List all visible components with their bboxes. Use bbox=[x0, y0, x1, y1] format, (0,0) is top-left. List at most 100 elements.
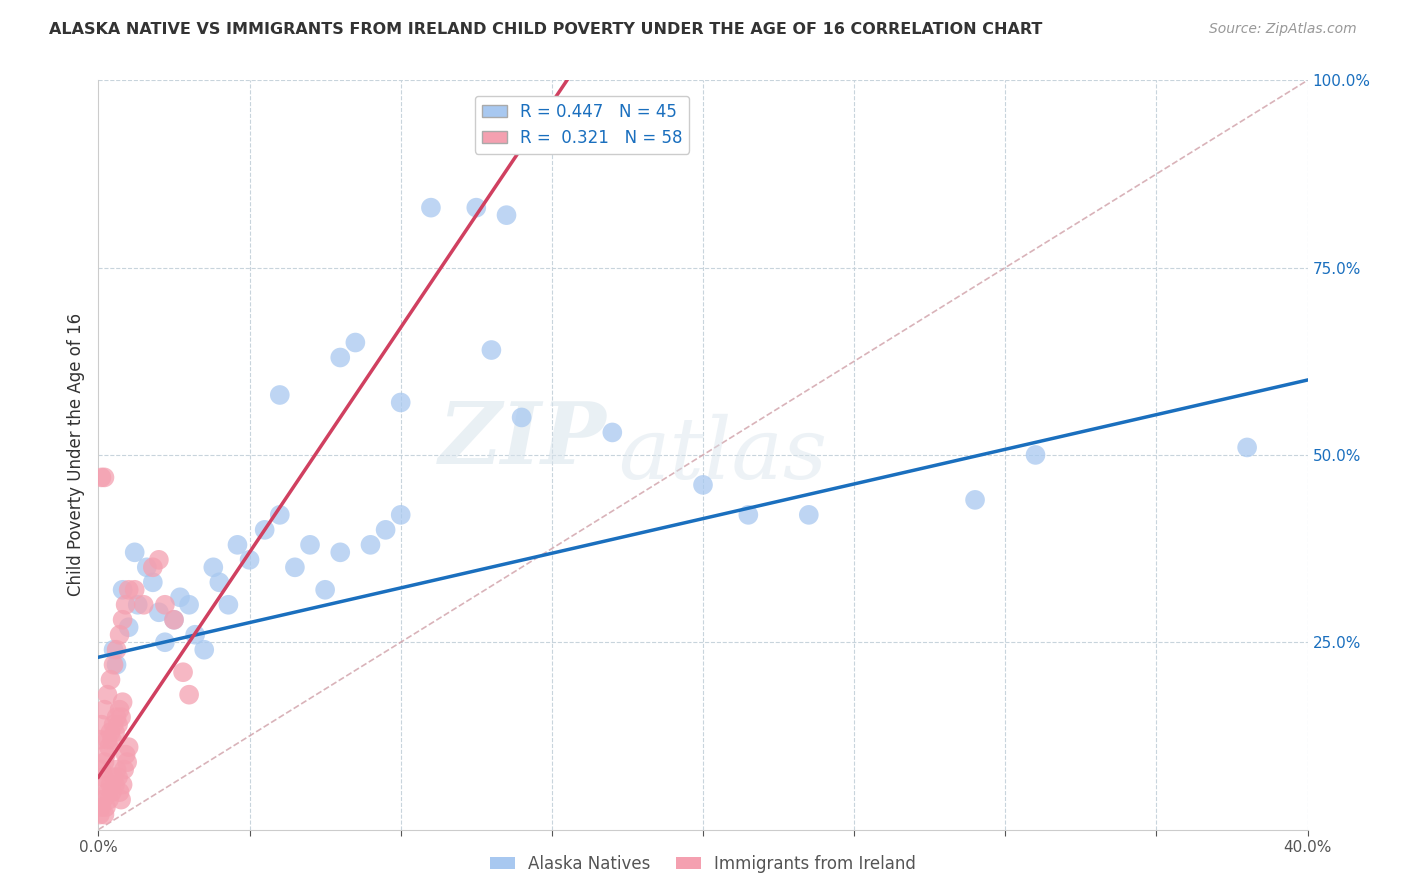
Point bbox=[692, 478, 714, 492]
Point bbox=[91, 792, 114, 806]
Y-axis label: Child Poverty Under the Age of 16: Child Poverty Under the Age of 16 bbox=[66, 313, 84, 597]
Point bbox=[142, 575, 165, 590]
Point bbox=[100, 673, 122, 687]
Point bbox=[100, 778, 122, 792]
Point bbox=[344, 335, 367, 350]
Point bbox=[90, 800, 112, 814]
Point bbox=[510, 410, 533, 425]
Point bbox=[103, 717, 125, 731]
Point bbox=[148, 553, 170, 567]
Point bbox=[110, 792, 132, 806]
Point bbox=[96, 785, 118, 799]
Point bbox=[737, 508, 759, 522]
Point bbox=[132, 598, 155, 612]
Point bbox=[299, 538, 322, 552]
Point bbox=[465, 201, 488, 215]
Point bbox=[284, 560, 307, 574]
Point bbox=[314, 582, 336, 597]
Point bbox=[93, 470, 115, 484]
Point bbox=[110, 710, 132, 724]
Point bbox=[104, 778, 127, 792]
Point bbox=[153, 635, 176, 649]
Point bbox=[193, 642, 215, 657]
Point bbox=[329, 545, 352, 559]
Point bbox=[1024, 448, 1046, 462]
Point bbox=[111, 778, 134, 792]
Point bbox=[374, 523, 396, 537]
Point bbox=[179, 598, 201, 612]
Point bbox=[184, 628, 207, 642]
Point bbox=[389, 508, 412, 522]
Point bbox=[100, 725, 122, 739]
Point bbox=[329, 351, 352, 365]
Point bbox=[98, 792, 121, 806]
Point bbox=[253, 523, 276, 537]
Point bbox=[89, 732, 111, 747]
Point bbox=[107, 717, 129, 731]
Point bbox=[269, 388, 291, 402]
Point bbox=[90, 717, 112, 731]
Point bbox=[103, 770, 125, 784]
Point bbox=[94, 800, 117, 814]
Point bbox=[93, 755, 115, 769]
Point bbox=[89, 807, 111, 822]
Point bbox=[153, 598, 176, 612]
Point bbox=[269, 508, 291, 522]
Point bbox=[965, 492, 987, 507]
Point bbox=[90, 470, 112, 484]
Point bbox=[112, 763, 135, 777]
Point bbox=[108, 628, 131, 642]
Point bbox=[105, 642, 128, 657]
Point bbox=[172, 665, 194, 680]
Point bbox=[797, 508, 820, 522]
Point bbox=[118, 620, 141, 634]
Point bbox=[118, 582, 141, 597]
Text: ALASKA NATIVE VS IMMIGRANTS FROM IRELAND CHILD POVERTY UNDER THE AGE OF 16 CORRE: ALASKA NATIVE VS IMMIGRANTS FROM IRELAND… bbox=[49, 22, 1043, 37]
Point bbox=[115, 755, 138, 769]
Point bbox=[93, 807, 115, 822]
Point bbox=[239, 553, 262, 567]
Point bbox=[111, 613, 134, 627]
Point bbox=[91, 770, 114, 784]
Point bbox=[105, 657, 128, 672]
Point bbox=[226, 538, 249, 552]
Point bbox=[124, 545, 146, 559]
Point bbox=[481, 343, 503, 357]
Point bbox=[111, 582, 134, 597]
Point bbox=[148, 605, 170, 619]
Legend: R = 0.447   N = 45, R =  0.321   N = 58: R = 0.447 N = 45, R = 0.321 N = 58 bbox=[475, 96, 689, 153]
Point bbox=[104, 725, 127, 739]
Point bbox=[101, 785, 124, 799]
Point bbox=[142, 560, 165, 574]
Point bbox=[105, 710, 128, 724]
Point bbox=[217, 598, 239, 612]
Point bbox=[96, 688, 118, 702]
Point bbox=[103, 642, 125, 657]
Text: atlas: atlas bbox=[619, 414, 828, 496]
Point bbox=[208, 575, 231, 590]
Point bbox=[107, 770, 129, 784]
Point bbox=[103, 657, 125, 672]
Point bbox=[94, 747, 117, 762]
Point bbox=[111, 695, 134, 709]
Point bbox=[602, 425, 624, 440]
Point bbox=[420, 201, 443, 215]
Point bbox=[105, 763, 128, 777]
Point bbox=[179, 688, 201, 702]
Point bbox=[108, 703, 131, 717]
Point bbox=[114, 747, 136, 762]
Point bbox=[108, 785, 131, 799]
Text: Source: ZipAtlas.com: Source: ZipAtlas.com bbox=[1209, 22, 1357, 37]
Point bbox=[96, 732, 118, 747]
Point bbox=[163, 613, 186, 627]
Point bbox=[495, 208, 517, 222]
Point bbox=[163, 613, 186, 627]
Point bbox=[1236, 441, 1258, 455]
Point bbox=[89, 778, 111, 792]
Point bbox=[101, 732, 124, 747]
Point bbox=[98, 740, 121, 755]
Point bbox=[93, 703, 115, 717]
Point bbox=[118, 740, 141, 755]
Point bbox=[169, 591, 191, 605]
Point bbox=[389, 395, 412, 409]
